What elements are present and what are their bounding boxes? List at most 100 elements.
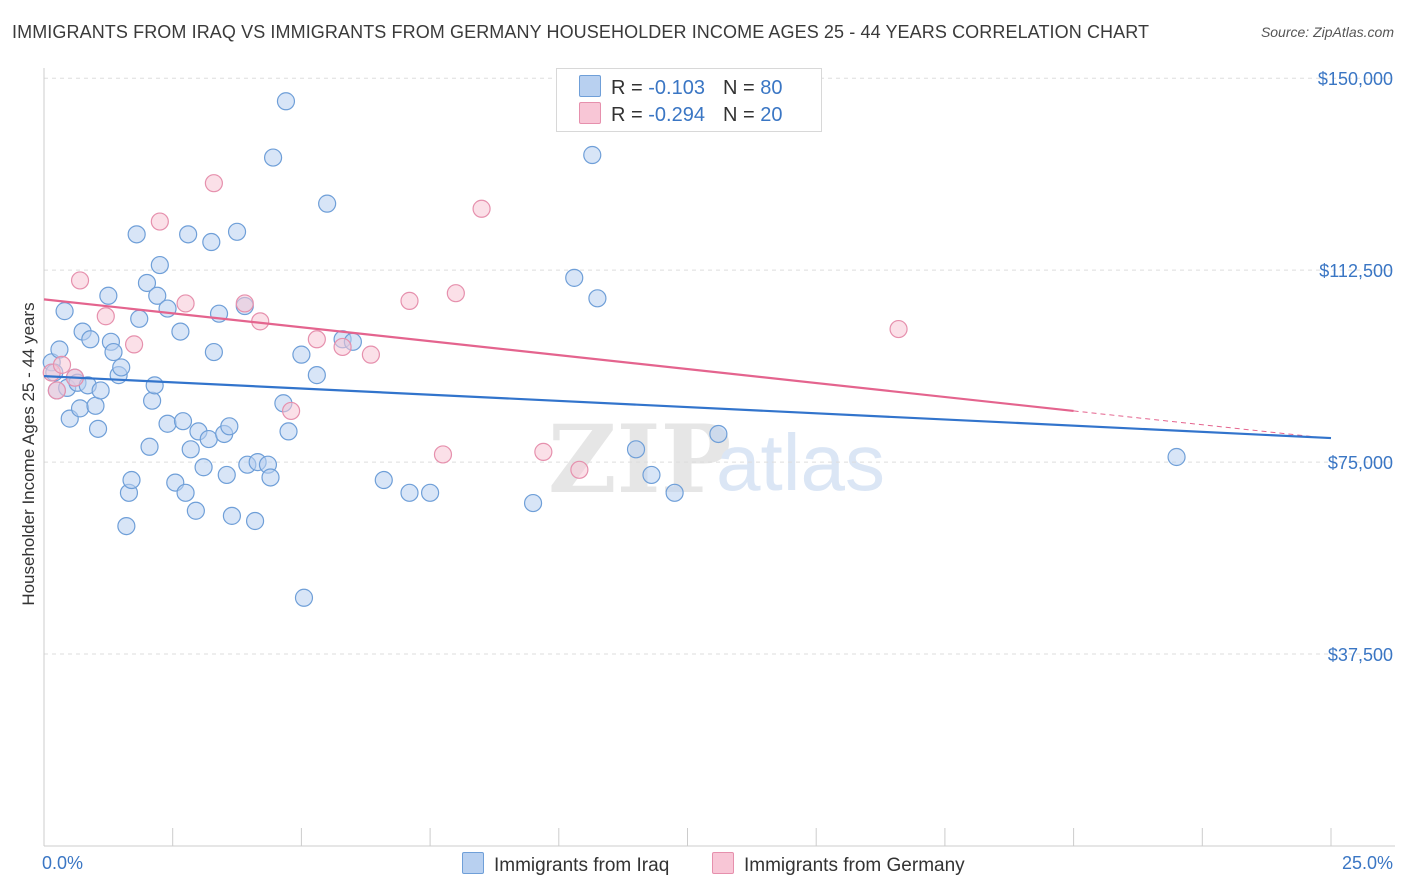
germany-point-18 xyxy=(446,284,465,303)
iraq-point-78 xyxy=(709,424,728,444)
trend-lines xyxy=(43,298,1332,440)
iraq-point-63 xyxy=(294,588,314,607)
germany-point-5 xyxy=(96,307,115,326)
x-tick-label-max: 25.0% xyxy=(1342,853,1393,873)
iraq-point-77 xyxy=(665,483,684,502)
iraq-point-73 xyxy=(583,145,602,165)
legend-r-label-germany: R = xyxy=(611,104,649,126)
iraq-point-13 xyxy=(86,396,105,415)
legend-r-value-iraq: -0.103 xyxy=(648,77,705,99)
germany-point-7 xyxy=(150,212,169,231)
y-axis-title: Householder Income Ages 25 - 44 years xyxy=(19,302,38,605)
legend-r-value-germany: -0.294 xyxy=(648,104,705,126)
iraq-point-21 xyxy=(117,516,136,536)
legend-row-iraq: R = -0.103 N = 80 xyxy=(579,75,782,99)
iraq-point-29 xyxy=(145,376,164,395)
iraq-point-36 xyxy=(173,412,193,431)
correlation-legend: R = -0.103 N = 80 R = -0.294 N = 20 xyxy=(556,68,822,132)
iraq-point-58 xyxy=(263,148,283,167)
iraq-point-72 xyxy=(565,268,584,287)
germany-trend-line-extension xyxy=(1073,410,1332,440)
iraq-point-62 xyxy=(292,345,311,364)
iraq-point-42 xyxy=(194,458,213,477)
y-tick-label-2: $112,500 xyxy=(1319,261,1393,281)
iraq-point-16 xyxy=(99,286,118,305)
iraq-point-37 xyxy=(176,483,195,502)
watermark-atlas: atlas xyxy=(716,418,885,507)
iraq-point-74 xyxy=(588,289,607,308)
iraq-point-54 xyxy=(245,511,265,531)
germany-points xyxy=(42,174,908,479)
source-label: Source: ZipAtlas.com xyxy=(1260,24,1394,40)
series-legend-label-iraq: Immigrants from Iraq xyxy=(494,855,670,876)
iraq-point-12 xyxy=(81,330,100,349)
germany-point-20 xyxy=(534,442,553,461)
germany-point-10 xyxy=(235,294,254,313)
iraq-point-45 xyxy=(204,342,223,362)
iraq-point-60 xyxy=(276,92,296,111)
iraq-point-27 xyxy=(140,437,159,456)
iraq-point-64 xyxy=(307,366,326,385)
iraq-point-35 xyxy=(171,322,190,341)
y-tick-labels: $37,500 $75,000 $112,500 $150,000 xyxy=(1318,69,1393,665)
grid xyxy=(44,77,1395,655)
iraq-point-38 xyxy=(179,225,198,244)
iraq-point-43 xyxy=(199,429,218,449)
germany-point-9 xyxy=(204,174,223,193)
iraq-points xyxy=(42,92,1186,607)
legend-row-germany: R = -0.294 N = 20 xyxy=(579,102,782,126)
iraq-point-69 xyxy=(400,483,419,502)
iraq-point-14 xyxy=(88,419,108,438)
series-legend-germany: Immigrants from Germany xyxy=(712,852,965,877)
y-tick-label-3: $150,000 xyxy=(1318,69,1393,89)
iraq-point-9 xyxy=(70,399,90,418)
iraq-point-51 xyxy=(227,222,247,241)
iraq-point-61 xyxy=(279,422,298,441)
germany-point-2 xyxy=(52,355,72,374)
series-legend-label-germany: Immigrants from Germany xyxy=(744,855,965,876)
iraq-point-57 xyxy=(261,468,280,487)
series-legend-iraq: Immigrants from Iraq xyxy=(462,852,669,877)
series-legend-swatch-iraq xyxy=(462,852,484,874)
germany-trend-line xyxy=(43,298,1074,413)
germany-point-12 xyxy=(282,401,301,421)
iraq-point-23 xyxy=(122,470,141,490)
iraq-point-32 xyxy=(158,299,177,318)
axes xyxy=(43,68,1395,847)
series-legend-swatch-germany xyxy=(712,852,734,874)
iraq-point-71 xyxy=(523,493,543,513)
iraq-point-76 xyxy=(642,465,661,485)
iraq-trend-line xyxy=(43,375,1332,440)
iraq-point-28 xyxy=(143,391,162,410)
iraq-point-3 xyxy=(50,340,69,359)
germany-point-14 xyxy=(333,337,352,357)
iraq-point-70 xyxy=(421,483,440,502)
iraq-point-50 xyxy=(222,506,242,525)
iraq-point-68 xyxy=(374,470,393,490)
x-tick-label-min: 0.0% xyxy=(42,853,83,873)
iraq-point-4 xyxy=(55,302,74,321)
iraq-point-31 xyxy=(150,255,169,275)
iraq-point-18 xyxy=(104,342,123,362)
germany-point-22 xyxy=(889,319,908,339)
y-tick-label-0: $37,500 xyxy=(1328,645,1393,665)
chart-title: IMMIGRANTS FROM IRAQ VS IMMIGRANTS FROM … xyxy=(12,22,1150,42)
germany-point-4 xyxy=(70,271,90,290)
legend-n-label-iraq: N = xyxy=(722,77,761,99)
legend-n-value-iraq: 80 xyxy=(760,77,783,99)
iraq-point-24 xyxy=(127,225,146,244)
legend-n-label-germany: N = xyxy=(722,104,761,126)
germany-point-6 xyxy=(124,335,144,354)
iraq-point-30 xyxy=(148,286,167,305)
watermark-zip: ZIP xyxy=(548,405,731,515)
germany-point-17 xyxy=(433,445,453,464)
iraq-point-26 xyxy=(137,273,157,293)
iraq-point-20 xyxy=(112,358,131,377)
iraq-point-44 xyxy=(202,232,221,252)
germany-point-13 xyxy=(307,330,326,349)
germany-point-19 xyxy=(472,199,491,218)
germany-point-16 xyxy=(400,291,419,310)
iraq-point-75 xyxy=(626,440,646,459)
iraq-point-39 xyxy=(181,440,200,459)
iraq-point-40 xyxy=(186,501,205,520)
